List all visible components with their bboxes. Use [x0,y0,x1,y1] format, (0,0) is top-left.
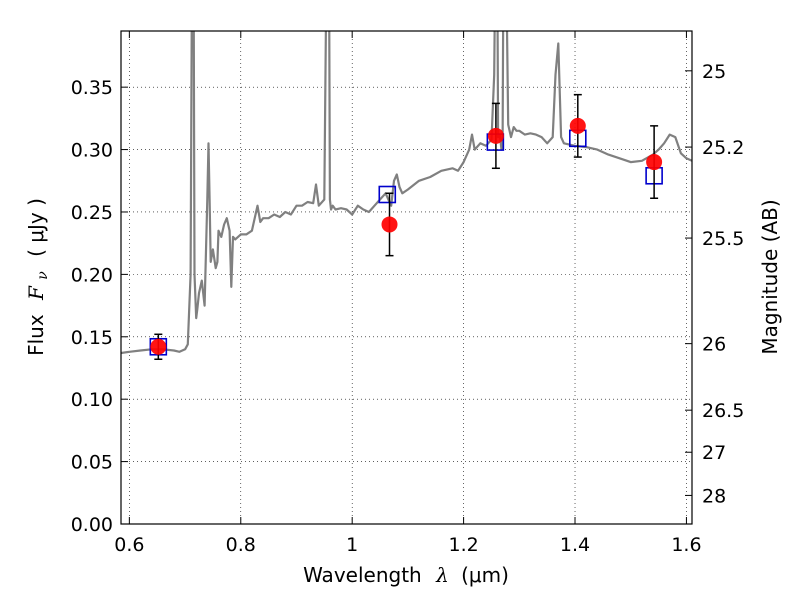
series-layer [121,31,692,361]
axis-ticks: 0.6 0.8 1 1.2 1.4 1.6 0.00 0.05 0.10 0.15 0.20 0.25… [71,31,744,556]
y-tick-label: 0.05 [71,452,113,474]
y-axis-title: Flux F ν ( μJy ) [24,198,52,356]
y-tick-label: 0.20 [71,264,113,286]
x-tick-label: 1.2 [448,534,478,556]
y-axis-symbol: F [24,285,48,301]
y-tick-label: 0.25 [71,202,113,224]
observed-photometry-point [150,338,167,355]
x-tick-label: 0.6 [114,534,144,556]
x-tick-label: 1.6 [671,534,701,556]
x-axis-unit: (μm) [461,563,509,587]
y2-tick-label: 28 [702,485,726,507]
x-tick-label: 1.4 [560,534,590,556]
observed-photometry-point [646,154,663,171]
y-axis-label: Flux [24,314,48,356]
y2-tick-label: 27 [702,442,726,464]
y2-tick-label: 25 [702,61,726,83]
observed-photometry-point [487,127,504,144]
x-tick-label: 1 [346,534,358,556]
x-axis-title: Wavelength λ (μm) [303,563,509,587]
plot-frame [120,30,693,525]
y-tick-label: 0.35 [71,77,113,99]
model-photometry-point [378,185,397,204]
y2-tick-label: 26.5 [702,400,744,422]
y-axis-subscript: ν [35,271,51,280]
observed-photometry-point [569,117,586,134]
y2-tick-label: 26 [702,334,726,356]
y-tick-label: 0.30 [71,140,113,162]
y2-tick-label: 25.5 [702,228,744,250]
x-axis-label: Wavelength [303,563,422,587]
y-axis-unit: ( μJy ) [24,198,48,257]
x-tick-label: 0.8 [226,534,256,556]
y-tick-label: 0.00 [71,514,113,536]
y2-axis-title: Magnitude (AB) [758,199,782,354]
y-tick-label: 0.10 [71,389,113,411]
x-axis-symbol: λ [435,563,449,587]
y-tick-label: 0.15 [71,327,113,349]
spectrum-line [121,31,692,355]
y2-tick-label: 25.2 [702,137,744,159]
observed-photometry-point [381,216,398,233]
